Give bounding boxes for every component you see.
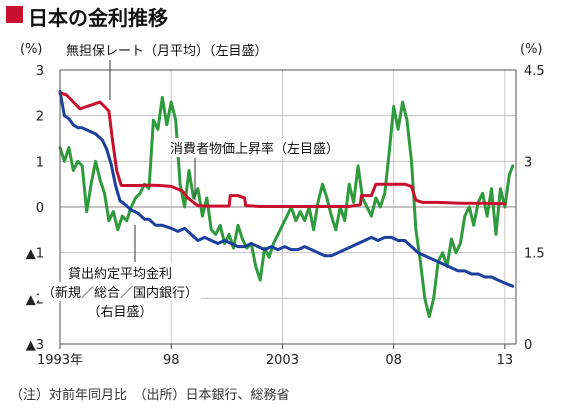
annotation-bg: [64, 40, 278, 59]
x-tick-label: 2003: [266, 353, 299, 368]
annotation-bg: [168, 138, 343, 157]
page-title: 日本の金利推移: [28, 6, 168, 30]
left-tick-label: 2: [36, 110, 44, 125]
x-tick-label: 08: [385, 353, 402, 368]
x-tick-label: 1993年: [37, 353, 83, 368]
x-tick-label: 98: [163, 353, 180, 368]
right-tick-label: 4.5: [524, 64, 545, 79]
left-tick-label: 0: [36, 201, 44, 216]
annotation-lending-rate-line: （右目盛）: [87, 305, 152, 320]
right-tick-label: 3: [524, 155, 532, 170]
series-line-lending-rate: [58, 89, 515, 288]
annotation-lending-rate-line: （新規／総合／国内銀行）: [42, 285, 198, 301]
left-tick-label: ▲3: [26, 338, 44, 353]
left-tick-label: ▲1: [26, 247, 44, 262]
annotation-bg: [39, 282, 201, 301]
series-lines: [58, 89, 515, 319]
x-tick-label: 13: [497, 353, 514, 368]
left-tick-label: 1: [36, 155, 44, 170]
right-tick-label: 1.5: [524, 247, 545, 262]
right-tick-label: 0: [524, 338, 532, 353]
annotation-bg: [65, 263, 175, 282]
annotation-bg: [84, 301, 156, 320]
footnote: （注）対前年同月比 （出所）日本銀行、総務省: [10, 388, 290, 403]
annotation-lending-rate-line: 貸出約定平均金利: [68, 266, 172, 282]
title-marker: [6, 6, 23, 23]
annotation-call-rate-line: 無担保レート（月平均）（左目盛）: [66, 44, 268, 59]
left-axis-unit: (%): [20, 42, 43, 57]
left-tick-label: 3: [36, 64, 44, 79]
right-axis-unit: (%): [520, 42, 543, 57]
annotation-cpi-line: 消費者物価上昇率（左目盛）: [170, 141, 339, 157]
series-line-call-rate: [58, 91, 507, 208]
annotations: 無担保レート（月平均）（左目盛） 消費者物価上昇率（左目盛） 貸出約定平均金利 （新規…: [39, 40, 343, 320]
plot-frame: [59, 69, 517, 345]
